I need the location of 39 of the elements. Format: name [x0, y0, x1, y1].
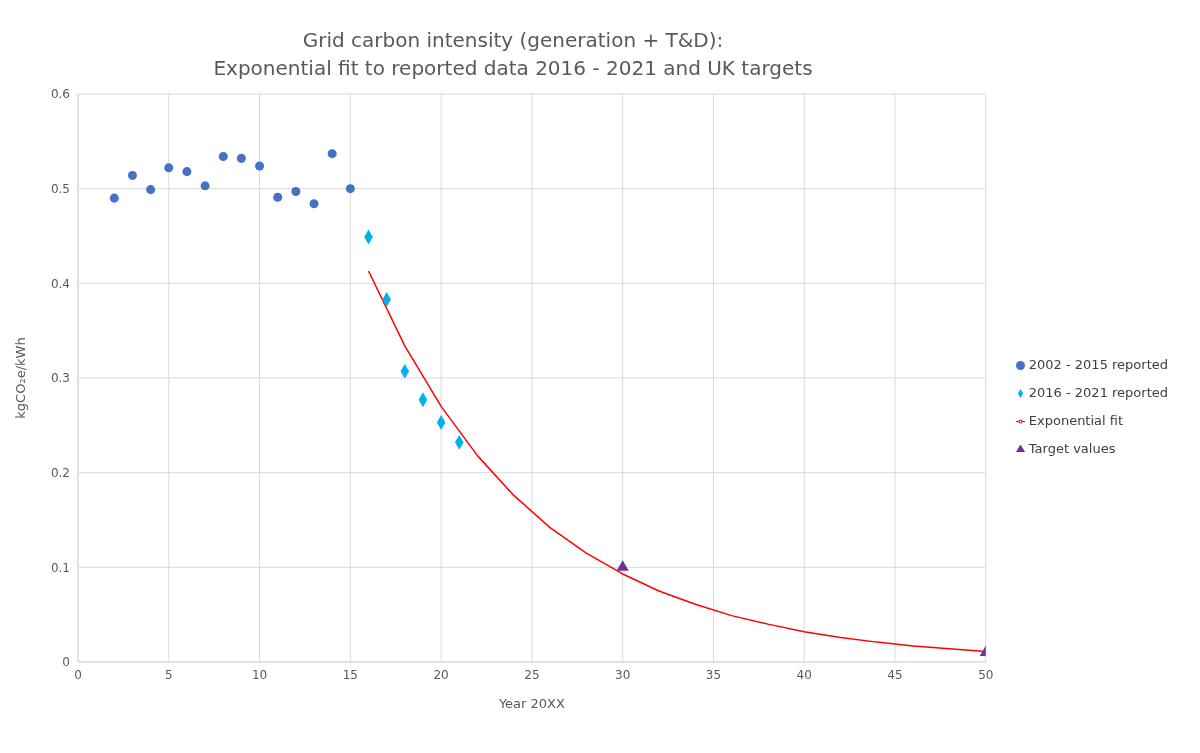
- x-tick-label: 45: [887, 667, 903, 682]
- y-tick-label: 0: [62, 655, 70, 670]
- x-tick-label: 0: [74, 667, 82, 682]
- x-tick-label: 5: [164, 667, 173, 682]
- y-tick-label: 0.1: [50, 560, 70, 575]
- x-tick-label: 50: [978, 667, 994, 682]
- y-tick-label: 0.2: [50, 465, 70, 480]
- chart-title: Grid carbon intensity (generation + T&D): Exponential fit to reported data 2016 - 2021 and UK targets: [212, 27, 814, 82]
- legend-label: Target values: [1028, 441, 1116, 456]
- point: [345, 184, 355, 194]
- x-tick-label: 15: [342, 667, 358, 682]
- y-tick-label: 0.3: [50, 371, 70, 386]
- y-axis-title: kgCO₂e/kWh: [12, 337, 28, 419]
- point: [200, 181, 210, 191]
- y-tick-label: 0.5: [50, 181, 70, 196]
- x-tick-label: 35: [705, 667, 722, 682]
- x-axis-title: Year 20XX: [497, 696, 565, 711]
- x-tick-label: 20: [433, 667, 449, 682]
- point: [218, 151, 228, 161]
- point: [182, 167, 192, 177]
- legend-label: 2002 - 2015 reported: [1028, 357, 1168, 372]
- point: [146, 185, 156, 195]
- x-tick-label: 10: [251, 667, 268, 682]
- y-tick-label: 0.4: [50, 276, 70, 291]
- x-tick-label: 40: [796, 667, 812, 682]
- point: [327, 149, 337, 159]
- point: [127, 170, 137, 180]
- point: [109, 193, 119, 203]
- point: [291, 187, 301, 197]
- legend-label: Exponential fit: [1028, 413, 1124, 428]
- x-tick-label: 30: [615, 667, 631, 682]
- point: [236, 153, 246, 163]
- x-tick-label: 25: [524, 667, 540, 682]
- y-tick-label: 0.6: [50, 87, 70, 102]
- point: [273, 192, 283, 202]
- legend-label: 2016 - 2021 reported: [1028, 385, 1168, 400]
- point: [164, 163, 174, 173]
- point: [255, 161, 265, 171]
- point: [309, 199, 319, 209]
